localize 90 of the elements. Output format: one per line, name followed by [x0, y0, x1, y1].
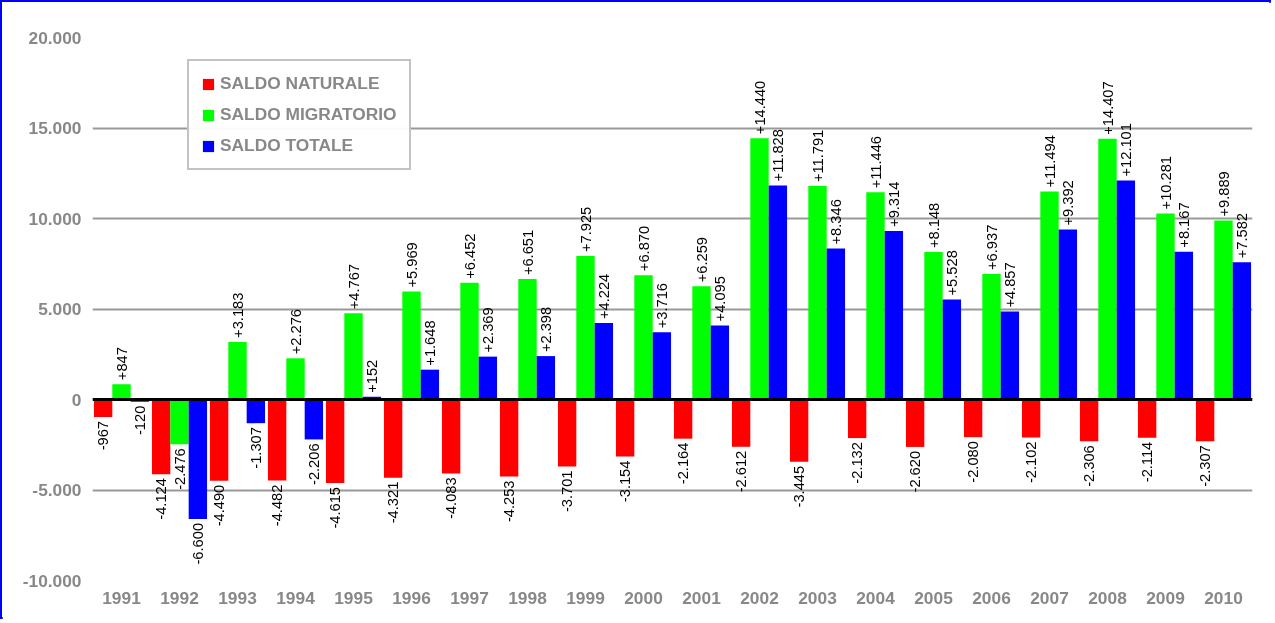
data-label: +11.494 [1041, 135, 1058, 188]
data-label: -2.206 [305, 443, 322, 485]
data-label: -2.080 [965, 441, 982, 483]
data-label: -4.490 [211, 484, 228, 527]
data-label: -2.102 [1023, 441, 1040, 484]
x-tick-label: 1998 [508, 587, 548, 608]
data-label: -2.620 [907, 450, 924, 493]
x-tick-label: 2003 [798, 587, 838, 608]
data-label: +11.446 [867, 136, 884, 189]
data-label: +5.528 [943, 250, 960, 296]
data-label: -2.612 [733, 450, 750, 493]
data-label: +6.870 [635, 225, 652, 272]
data-label: -2.476 [171, 448, 188, 490]
data-label: +8.148 [925, 202, 942, 249]
data-label: +4.767 [345, 263, 362, 310]
data-label: +11.828 [769, 129, 786, 182]
data-label: -4.482 [269, 484, 286, 527]
data-label: +4.857 [1001, 262, 1018, 308]
x-tick-label: 1992 [160, 587, 199, 608]
data-label: +4.224 [595, 273, 612, 320]
data-label: -3.445 [791, 465, 808, 508]
y-tick-label: 15.000 [28, 118, 82, 138]
data-label: -2.306 [1081, 445, 1098, 487]
data-label: +9.889 [1215, 171, 1232, 217]
data-label: -4.615 [327, 487, 344, 529]
y-tick-label: 0 [71, 389, 82, 410]
data-label: -2.114 [1139, 441, 1156, 483]
legend-label: SALDO TOTALE [220, 135, 354, 156]
data-label: -1.307 [247, 427, 264, 469]
y-tick-label: -5.000 [32, 480, 82, 500]
x-tick-label: 2010 [1204, 587, 1243, 608]
x-tick-label: 2001 [682, 587, 722, 608]
y-tick-label: 20.000 [28, 27, 82, 48]
legend-label: SALDO MIGRATORIO [220, 104, 397, 125]
data-label: -2.164 [675, 442, 692, 485]
x-tick-label: 1991 [102, 587, 142, 608]
data-label: -4.124 [153, 478, 170, 520]
x-tick-label: 1999 [566, 587, 605, 608]
data-label: +6.259 [693, 236, 710, 283]
data-label: +6.452 [461, 233, 478, 279]
data-label: +5.969 [403, 242, 420, 288]
data-label: +2.369 [479, 307, 496, 353]
x-tick-label: 2006 [972, 587, 1012, 608]
x-tick-label: 1997 [450, 587, 489, 608]
data-label: +7.925 [577, 206, 594, 253]
data-label: +9.392 [1059, 180, 1076, 226]
y-tick-label: 5.000 [38, 299, 82, 319]
data-label: -6.600 [189, 522, 206, 565]
data-label: -4.253 [501, 480, 518, 523]
data-label: +1.648 [421, 320, 438, 366]
y-tick-label: -10.000 [22, 570, 82, 591]
x-tick-label: 1996 [392, 587, 432, 608]
data-label: +152 [363, 359, 380, 393]
data-label: +14.407 [1099, 81, 1116, 135]
data-label: -4.083 [443, 477, 460, 519]
y-tick-label: 10.000 [28, 208, 82, 229]
data-label: +4.095 [711, 276, 728, 322]
data-label: -2.307 [1197, 445, 1214, 487]
data-label: -3.154 [617, 460, 634, 503]
data-label: -3.701 [559, 470, 576, 513]
data-label: +2.276 [287, 309, 304, 355]
data-label: +12.101 [1117, 123, 1134, 177]
data-label: +8.167 [1175, 202, 1192, 248]
data-label: +3.716 [653, 282, 670, 329]
data-label: +11.791 [809, 129, 826, 183]
data-label: +10.281 [1157, 156, 1174, 210]
x-tick-label: 2009 [1146, 587, 1185, 608]
x-tick-label: 1995 [334, 587, 374, 608]
data-label: -967 [95, 420, 112, 451]
x-tick-label: 1993 [218, 587, 258, 608]
data-label: +9.314 [885, 181, 902, 227]
data-label: +7.582 [1233, 213, 1250, 259]
data-label: +8.346 [827, 199, 844, 245]
x-tick-label: 2000 [624, 587, 663, 608]
data-label: +14.440 [751, 80, 768, 135]
data-label: +847 [113, 347, 130, 381]
data-label: -4.321 [385, 481, 402, 524]
x-tick-label: 2007 [1030, 587, 1069, 608]
data-label: +3.183 [229, 292, 246, 338]
x-tick-label: 2005 [914, 587, 954, 608]
data-label: +6.651 [519, 229, 536, 276]
legend-label: SALDO NATURALE [220, 73, 380, 94]
x-tick-label: 1994 [276, 587, 316, 608]
x-tick-label: 2008 [1088, 587, 1128, 608]
x-tick-label: 2002 [740, 587, 779, 608]
data-label: -120 [131, 405, 148, 436]
x-tick-label: 2004 [856, 587, 896, 608]
data-label: +2.398 [537, 306, 554, 353]
data-label: -2.132 [849, 442, 866, 484]
data-label: +6.937 [983, 224, 1000, 270]
